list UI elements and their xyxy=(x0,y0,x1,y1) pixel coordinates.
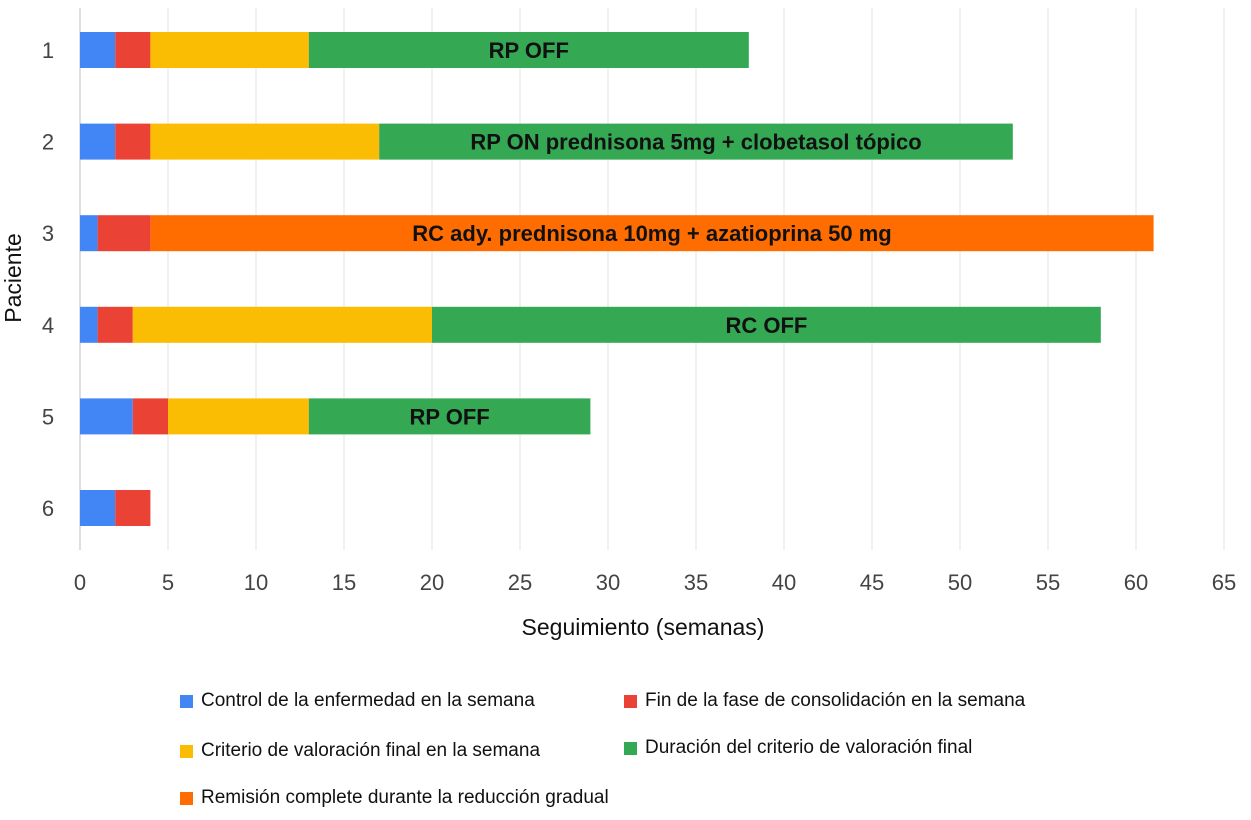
bar-label: RC OFF xyxy=(725,313,807,338)
bar-segment xyxy=(80,123,116,160)
x-tick-label: 10 xyxy=(244,570,268,595)
bar-segment xyxy=(115,123,151,160)
bar-chart: RP OFF RP ON prednisona 5mg + clobetasol … xyxy=(0,8,1236,640)
legend-item-consolidacion: Fin de la fase de consolidación en la se… xyxy=(624,690,1025,712)
y-tick-label: 4 xyxy=(42,313,54,338)
x-tick-label: 55 xyxy=(1036,570,1060,595)
bar-label: RP OFF xyxy=(489,38,569,63)
x-tick-label: 50 xyxy=(948,570,972,595)
bar-segment xyxy=(308,32,749,68)
legend-label: Remisión complete durante la reducción g… xyxy=(201,787,609,808)
bar-segment xyxy=(115,490,151,526)
x-tick-label: 25 xyxy=(508,570,532,595)
bar-segment xyxy=(132,398,168,435)
y-tick-label: 3 xyxy=(42,221,54,246)
x-tick-label: 60 xyxy=(1124,570,1148,595)
bar-segment xyxy=(150,123,380,160)
legend-swatch xyxy=(180,694,193,708)
bar-segment xyxy=(97,306,133,343)
legend-swatch xyxy=(180,744,193,758)
y-tick-label: 1 xyxy=(42,38,54,63)
x-tick-label: 45 xyxy=(860,570,884,595)
bar-segment xyxy=(150,32,309,68)
x-tick-label: 30 xyxy=(596,570,620,595)
bar-segment xyxy=(150,215,1154,252)
y-tick-label: 2 xyxy=(42,130,54,155)
x-tick-label: 65 xyxy=(1212,570,1236,595)
x-tick-label: 20 xyxy=(420,570,444,595)
bar-segment xyxy=(432,306,1101,343)
y-tick-labels: 1 2 3 4 5 6 xyxy=(42,38,54,521)
bar-segment xyxy=(80,398,133,435)
bar-segment xyxy=(132,306,433,343)
legend-label: Fin de la fase de consolidación en la se… xyxy=(645,690,1026,711)
x-tick-label: 40 xyxy=(772,570,796,595)
bar-labels: RP OFF RP ON prednisona 5mg + clobetasol … xyxy=(409,38,921,429)
bar-label: RC ady. prednisona 10mg + azatioprina 50… xyxy=(412,221,891,246)
x-tick-label: 0 xyxy=(74,570,86,595)
legend-item-control: Control de la enfermedad en la semana xyxy=(180,690,535,712)
bar-segment xyxy=(80,32,116,68)
bar-segment xyxy=(80,306,98,343)
bar-segment xyxy=(115,32,151,68)
bars xyxy=(80,32,1154,526)
legend-item-duracion: Duración del criterio de valoración fina… xyxy=(624,737,972,759)
bar-label: RP ON prednisona 5mg + clobetasol tópico xyxy=(470,130,921,155)
legend-item-criterio: Criterio de valoración final en la seman… xyxy=(180,740,540,762)
bar-segment xyxy=(168,398,309,435)
legend-item-remision: Remisión complete durante la reducción g… xyxy=(180,787,609,809)
y-tick-label: 6 xyxy=(42,496,54,521)
bar-segment xyxy=(80,215,98,252)
legend-label: Duración del criterio de valoración fina… xyxy=(645,737,973,758)
x-tick-label: 15 xyxy=(332,570,356,595)
bar-segment xyxy=(379,123,1013,160)
y-tick-label: 5 xyxy=(42,404,54,429)
bar-label: RP OFF xyxy=(409,404,489,429)
legend-swatch xyxy=(180,791,193,805)
x-tick-label: 5 xyxy=(162,570,174,595)
x-axis-title: Seguimiento (semanas) xyxy=(522,614,765,640)
bar-segment xyxy=(80,490,116,526)
y-axis-title: Paciente xyxy=(0,233,26,323)
x-tick-labels: 0 5 10 15 20 25 30 35 40 45 50 55 60 65 xyxy=(74,570,1236,595)
legend-swatch xyxy=(624,741,637,755)
legend-swatch xyxy=(624,694,637,708)
grid-lines xyxy=(79,8,1225,550)
bar-segment xyxy=(308,398,591,435)
legend-label: Criterio de valoración final en la seman… xyxy=(201,740,541,761)
legend-label: Control de la enfermedad en la semana xyxy=(201,690,535,711)
x-tick-label: 35 xyxy=(684,570,708,595)
bar-segment xyxy=(97,215,151,252)
